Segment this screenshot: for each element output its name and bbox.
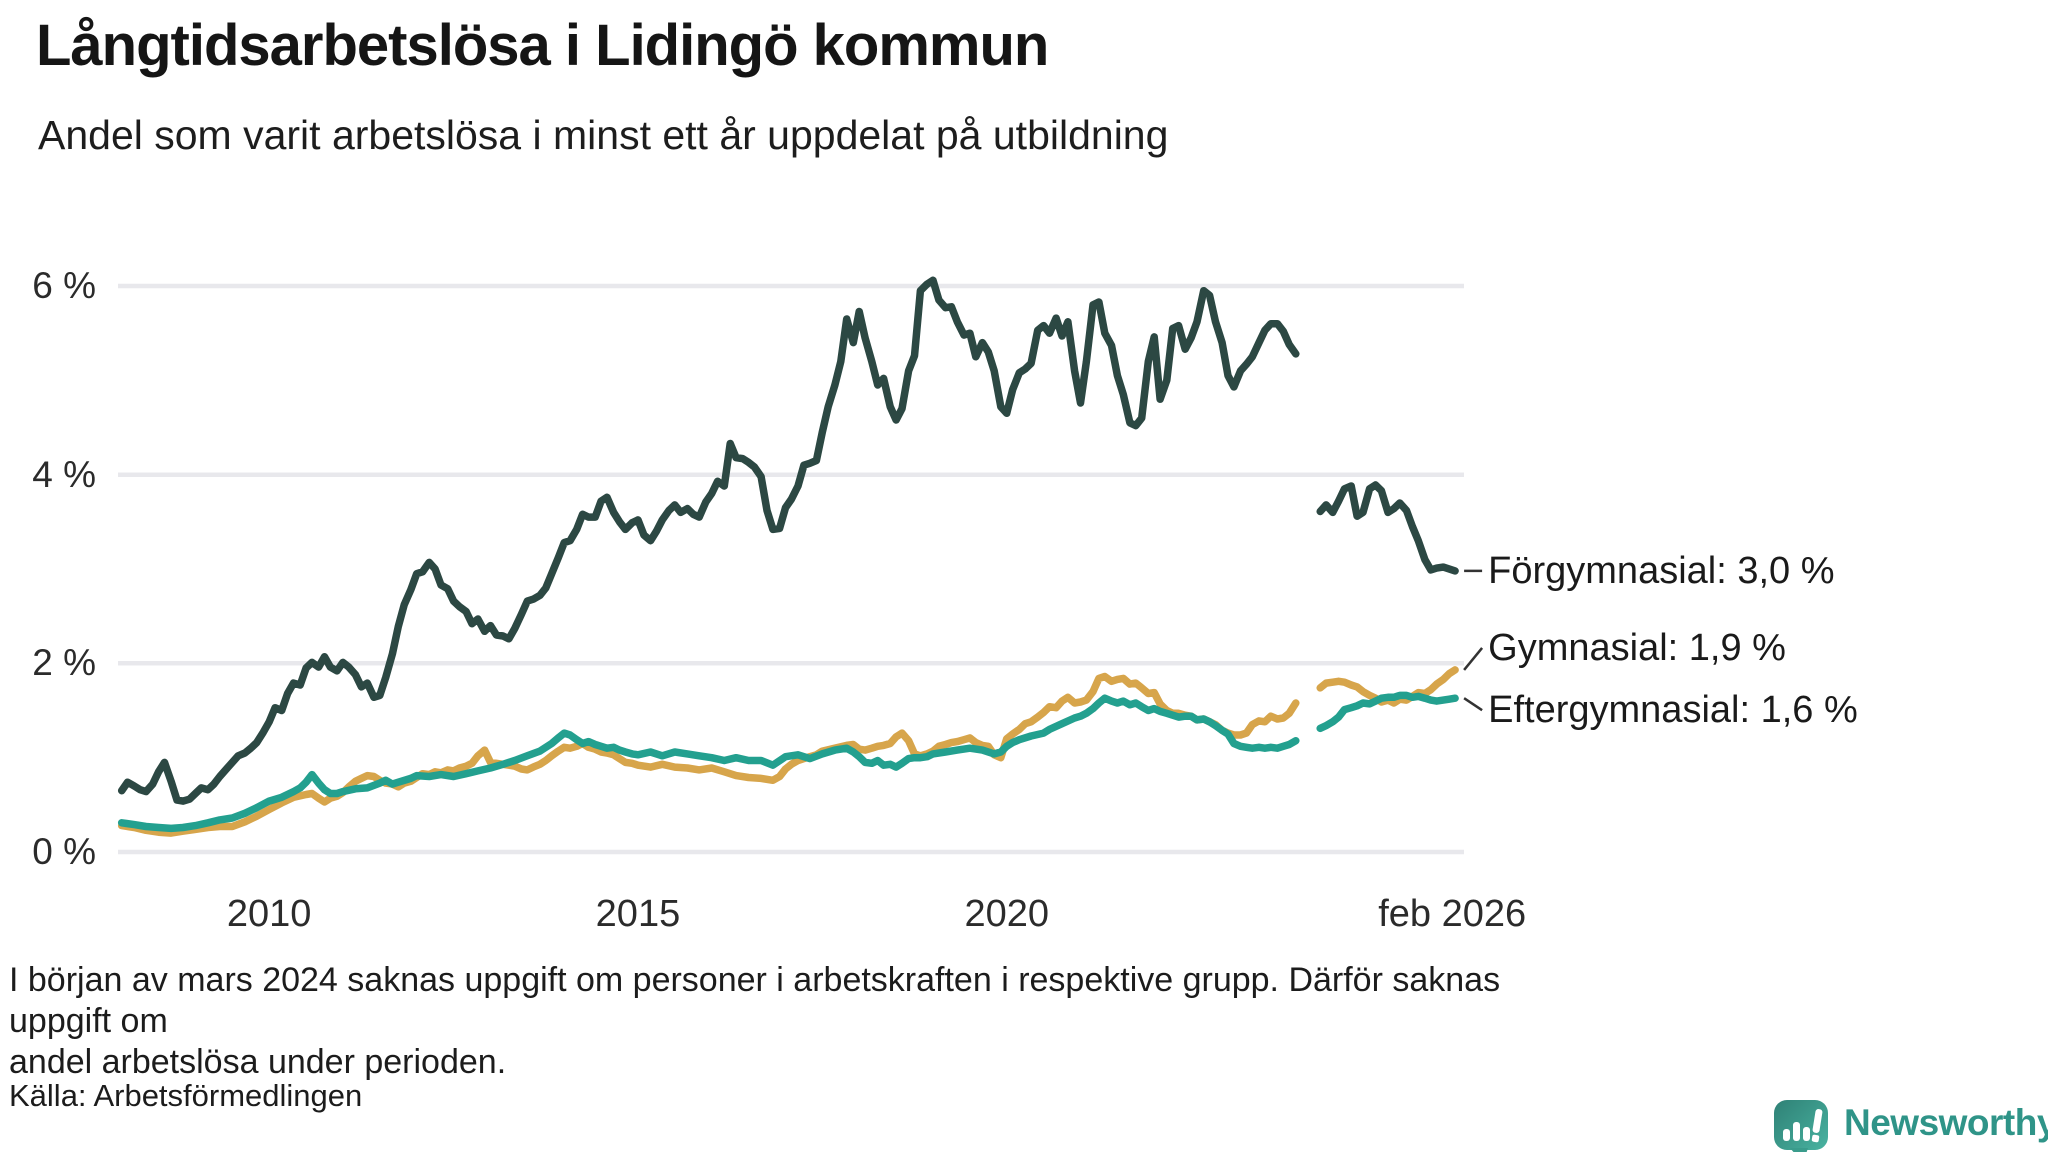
series-line-eftergymnasial-seg1 (117, 694, 1300, 833)
leader-line-gymnasial (1463, 647, 1484, 671)
logo-bar-chart-icon (1783, 1129, 1790, 1141)
logo-bubble-tail (1790, 1148, 1808, 1152)
page-subtitle: Andel som varit arbetslösa i minst ett å… (38, 112, 1169, 158)
logo-speech-bubble-icon (1774, 1100, 1828, 1150)
logo-text: Newsworthy (1844, 1102, 2048, 1143)
series-line-förgymnasial-seg2 (1316, 481, 1459, 575)
footnote: I början av mars 2024 saknas uppgift om … (9, 961, 1501, 1081)
source-text: Källa: Arbetsförmedlingen (9, 1078, 363, 1113)
logo-exclamation-icon (1812, 1108, 1823, 1134)
series-line-eftergymnasial-seg2 (1316, 691, 1459, 733)
series-line-förgymnasial-seg1 (117, 276, 1300, 805)
page-title: Långtidsarbetslösa i Lidingö kommun (36, 13, 1049, 78)
newsworthy-logo: Newsworthy (1774, 1100, 2048, 1152)
leader-line-eftergymnasial (1463, 697, 1483, 712)
